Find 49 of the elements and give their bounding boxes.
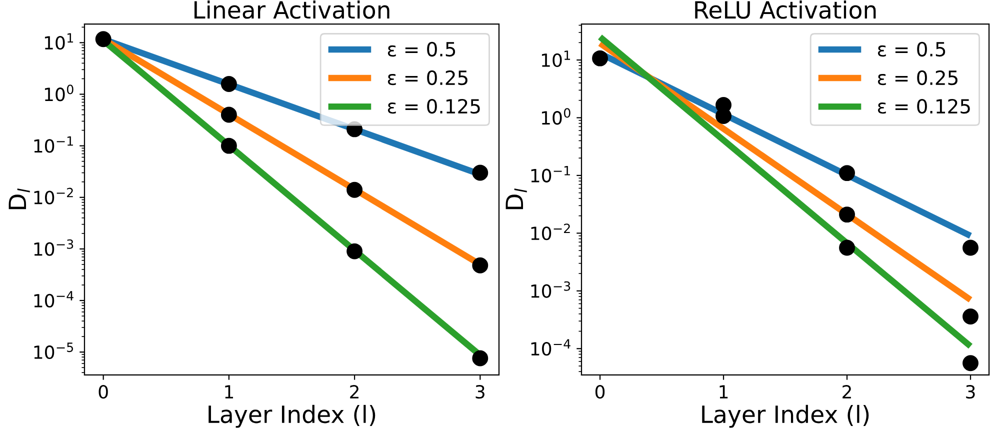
y-tick-label: 10$^{−1}$: [531, 166, 570, 182]
point: [346, 182, 363, 198]
y-tick-label: 10$^{−3}$: [34, 239, 74, 256]
point: [962, 240, 978, 256]
x-tick-label: 0: [595, 384, 605, 399]
y-axis-title: D$_{l}$: [8, 188, 30, 210]
point: [220, 76, 237, 92]
point: [472, 257, 488, 274]
x-axis-title: Layer Index (l): [702, 404, 869, 428]
point: [839, 206, 855, 223]
x-tick-label: 3: [966, 384, 975, 399]
x-axis-title: Layer Index (l): [208, 404, 376, 428]
point: [962, 355, 978, 372]
y-tick-label: 10$^{−5}$: [34, 342, 74, 360]
y-tick-label: 10$^{1}$: [542, 50, 570, 67]
x-tick-label: 3: [476, 384, 484, 399]
point: [220, 106, 237, 123]
point: [346, 243, 363, 260]
legend-label: ε = 0.125: [878, 98, 970, 114]
y-tick-label: 10$^{−2}$: [34, 188, 73, 204]
legend-label: ε = 0.125: [388, 98, 480, 114]
y-tick-label: 10$^{0}$: [44, 84, 74, 102]
point: [839, 165, 855, 182]
chart-title: Linear Activation: [194, 0, 390, 19]
y-tick-label: 10$^{−3}$: [531, 281, 570, 298]
y-tick-label: 10$^{−4}$: [34, 291, 74, 308]
legend-label: ε = 0.5: [388, 42, 456, 57]
legend-label: ε = 0.25: [878, 70, 958, 86]
x-tick-label: 0: [98, 384, 108, 399]
legend-label: ε = 0.25: [388, 70, 468, 86]
point: [592, 50, 608, 66]
chart-title: ReLU Activation: [695, 0, 876, 19]
y-tick-label: 10$^{−2}$: [531, 224, 570, 240]
y-tick-label: 10$^{−1}$: [34, 136, 73, 153]
y-tick-label: 10$^{−4}$: [531, 339, 570, 356]
x-tick-label: 1: [225, 385, 234, 398]
point: [472, 350, 488, 366]
point: [839, 240, 855, 256]
point: [220, 138, 237, 154]
point: [472, 164, 488, 181]
x-tick-label: 1: [720, 385, 728, 398]
legend-label: ε = 0.5: [878, 42, 946, 57]
point: [962, 308, 978, 324]
point: [95, 31, 112, 48]
y-axis-title: D$_{l}$: [506, 188, 527, 210]
y-tick-label: 10$^{0}$: [542, 108, 570, 125]
x-tick-label: 2: [842, 384, 851, 398]
y-tick-label: 10$^{1}$: [44, 33, 74, 50]
x-tick-label: 2: [350, 384, 358, 398]
